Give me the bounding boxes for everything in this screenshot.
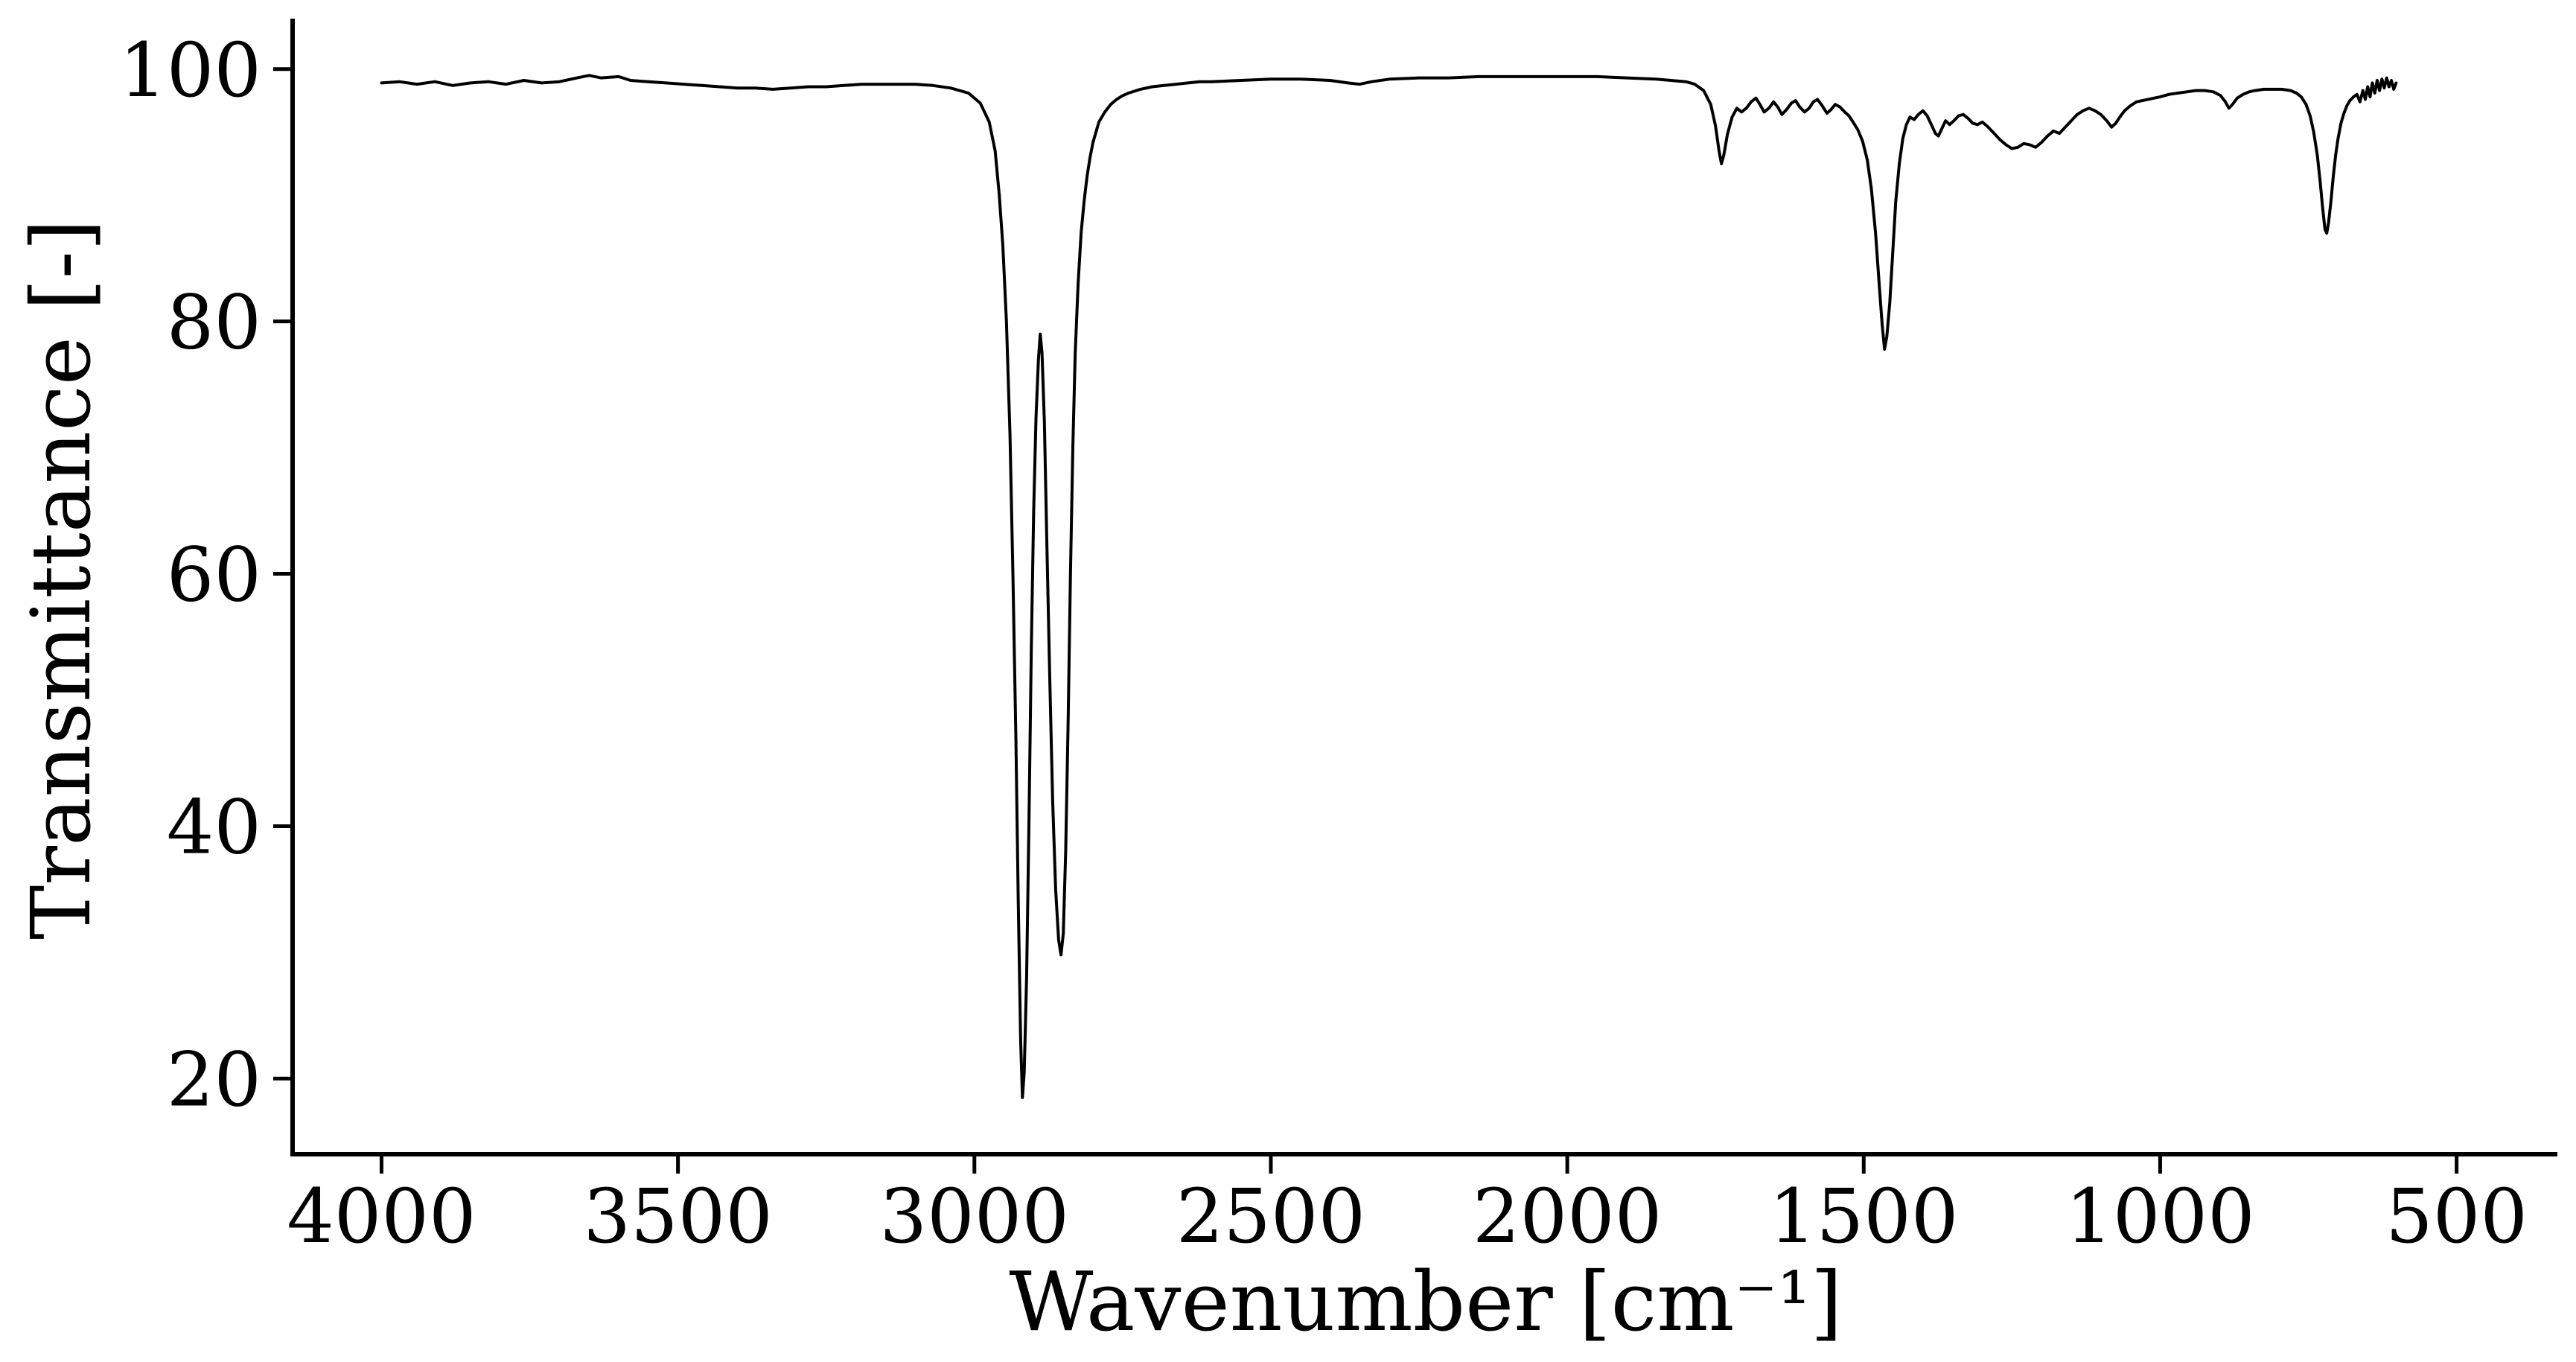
y-tick-label: 20 — [167, 1036, 261, 1123]
x-tick-label: 3500 — [583, 1173, 773, 1260]
y-tick-label: 40 — [167, 783, 261, 871]
x-tick-label: 2500 — [1176, 1173, 1366, 1260]
y-tick-label: 100 — [119, 27, 261, 114]
x-axis-label: Wavenumber [cm⁻¹] — [1009, 1254, 1843, 1349]
y-tick-label: 80 — [167, 279, 261, 366]
y-axis-label: Transmittance [-] — [13, 219, 109, 940]
x-tick-label: 500 — [2385, 1173, 2528, 1260]
x-tick-label: 1500 — [1769, 1173, 1959, 1260]
x-tick-label: 4000 — [287, 1173, 476, 1260]
spectrum-line — [380, 74, 2398, 1099]
x-tick-label: 1000 — [2065, 1173, 2255, 1260]
y-tick-label: 60 — [167, 532, 261, 619]
x-tick-label: 3000 — [880, 1173, 1070, 1260]
x-tick-label: 2000 — [1473, 1173, 1662, 1260]
